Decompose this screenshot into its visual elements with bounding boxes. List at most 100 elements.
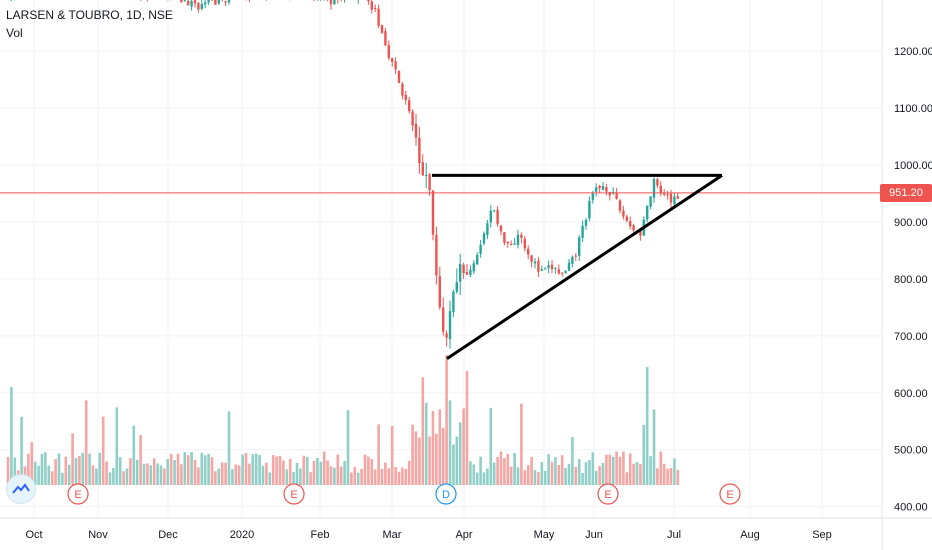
candle-body bbox=[227, 0, 231, 3]
price-axis[interactable]: 1200.00 1100.00 1000.00 900.00 800.00 700.00 6… bbox=[881, 0, 932, 550]
earnings-marker[interactable]: E bbox=[719, 483, 741, 505]
volume-bar bbox=[105, 461, 108, 485]
candle-body bbox=[571, 256, 574, 264]
candle-body bbox=[523, 238, 526, 249]
volume-bar bbox=[669, 468, 673, 485]
volume-bar bbox=[169, 453, 173, 485]
volume-bar bbox=[142, 463, 146, 485]
earnings-marker[interactable]: E bbox=[597, 483, 619, 505]
candle-body bbox=[438, 276, 441, 308]
candle-body bbox=[217, 0, 220, 4]
volume-bar bbox=[163, 468, 166, 485]
volume-bar bbox=[217, 468, 221, 485]
volume-bar bbox=[486, 468, 489, 485]
volume-bar bbox=[513, 453, 516, 485]
candle-body bbox=[404, 94, 407, 100]
volume-bar bbox=[203, 455, 207, 485]
volume-bar bbox=[139, 435, 142, 485]
candle-body bbox=[380, 25, 384, 33]
candle-body bbox=[418, 137, 421, 164]
volume-bar bbox=[367, 456, 370, 485]
time-tick-label: Jul bbox=[667, 529, 681, 541]
candle-body bbox=[530, 255, 533, 262]
candle-body bbox=[207, 0, 210, 3]
volume-bar bbox=[312, 460, 316, 485]
earnings-marker[interactable]: E bbox=[283, 483, 305, 505]
volume-bar bbox=[350, 472, 353, 485]
volume-bar bbox=[662, 463, 666, 485]
volume-bar bbox=[258, 455, 261, 485]
volume-bar bbox=[285, 469, 289, 485]
svg-text:E: E bbox=[290, 489, 297, 501]
volume-bar bbox=[37, 465, 40, 485]
volume-bar bbox=[326, 460, 329, 485]
volume-bar bbox=[244, 453, 248, 485]
candle-body bbox=[574, 255, 577, 257]
volume-bar bbox=[339, 466, 343, 485]
candle-body bbox=[193, 0, 197, 4]
volume-bar bbox=[54, 459, 57, 485]
volume-bar bbox=[560, 455, 564, 485]
candle-body bbox=[214, 0, 217, 5]
volume-bar bbox=[299, 468, 302, 485]
volume-bar bbox=[479, 456, 482, 485]
volume-bar bbox=[125, 468, 129, 485]
candle-body bbox=[333, 0, 336, 4]
volume-bar bbox=[673, 458, 676, 485]
drawing-tools[interactable] bbox=[432, 173, 723, 360]
volume-bar bbox=[214, 471, 217, 485]
volume-bar bbox=[156, 463, 159, 485]
dividend-marker[interactable]: D bbox=[435, 483, 457, 505]
volume-bar bbox=[234, 464, 238, 485]
volume-bar bbox=[220, 462, 224, 485]
candle-body bbox=[669, 193, 673, 203]
earnings-marker[interactable]: E bbox=[67, 483, 89, 505]
volume-bar bbox=[88, 453, 91, 485]
volume-bar bbox=[608, 454, 612, 485]
candle-body bbox=[465, 271, 469, 275]
time-axis[interactable]: Oct Nov Dec 2020 Feb Mar Apr May Jun Jul Aug Sep bbox=[0, 517, 932, 541]
volume-bar bbox=[404, 469, 408, 485]
candle-body bbox=[608, 192, 611, 196]
volume-bar bbox=[292, 471, 295, 485]
volume-bar bbox=[197, 467, 200, 485]
volume-bar bbox=[659, 451, 663, 485]
volume-bar bbox=[462, 408, 465, 485]
volume-bar bbox=[251, 454, 255, 485]
support-trendline[interactable] bbox=[446, 174, 723, 360]
candle-body bbox=[632, 225, 635, 231]
volume-bar bbox=[329, 466, 333, 485]
chart-legend: LARSEN & TOUBRO, 1D, NSE Vol bbox=[6, 6, 173, 42]
volume-bar bbox=[40, 454, 44, 485]
volume-bar bbox=[224, 462, 227, 485]
price-tick-label: 700.00 bbox=[894, 331, 928, 343]
volume-bar bbox=[200, 453, 204, 485]
time-tick-label: Jun bbox=[585, 529, 603, 541]
candle-body bbox=[421, 162, 424, 176]
volume-bar bbox=[397, 471, 401, 485]
symbol-title[interactable]: LARSEN & TOUBRO, 1D, NSE bbox=[6, 8, 173, 22]
volume-bar bbox=[231, 469, 234, 485]
candle-body bbox=[550, 264, 554, 270]
volume-bar bbox=[489, 407, 493, 485]
candle-body bbox=[656, 179, 659, 186]
time-tick-label: Apr bbox=[455, 529, 472, 541]
candle-body bbox=[557, 269, 560, 274]
volume-bar bbox=[370, 459, 374, 485]
candle-body bbox=[448, 311, 452, 339]
volume-bar bbox=[166, 459, 170, 485]
volume-label[interactable]: Vol bbox=[6, 26, 23, 40]
candle-body bbox=[554, 268, 557, 270]
candle-body bbox=[605, 187, 608, 192]
volume-bar bbox=[387, 468, 391, 485]
volume-bar bbox=[547, 454, 550, 485]
candle-body bbox=[394, 61, 397, 70]
candle-body bbox=[649, 196, 652, 207]
volume-bar bbox=[492, 462, 496, 485]
tradingview-logo-icon[interactable] bbox=[6, 474, 36, 504]
price-tick-label: 900.00 bbox=[894, 217, 928, 229]
candle-body bbox=[431, 190, 435, 235]
volume-bar bbox=[248, 463, 251, 485]
